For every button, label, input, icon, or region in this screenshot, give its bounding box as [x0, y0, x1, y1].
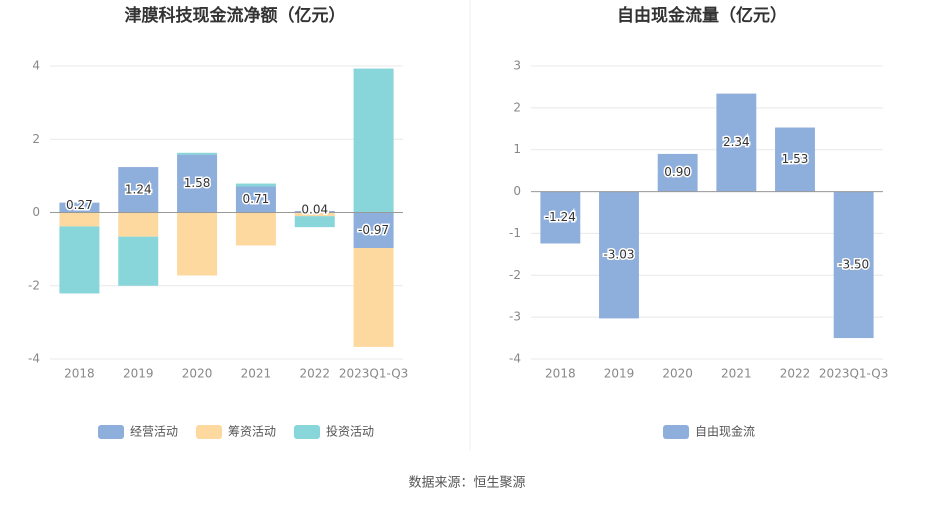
- legend-label: 经营活动: [130, 425, 178, 439]
- value-label: 0.90: [664, 165, 691, 179]
- bar: [775, 127, 815, 192]
- bar: [353, 68, 394, 213]
- y-tick-label: -2: [509, 268, 521, 282]
- bar: [59, 212, 100, 227]
- chart-title: 自由现金流量（亿元）: [617, 5, 787, 26]
- bar: [235, 186, 276, 213]
- legend-label: 筹资活动: [228, 425, 276, 439]
- legend-swatch: [196, 425, 222, 439]
- value-label: 0.71: [243, 192, 270, 206]
- legend-swatch: [294, 425, 320, 439]
- x-tick-label: 2018: [64, 367, 95, 381]
- legend-label: 投资活动: [326, 424, 374, 439]
- value-label: 2.34: [723, 135, 750, 149]
- bar: [294, 216, 335, 228]
- bar: [118, 212, 159, 237]
- value-label: 1.53: [782, 152, 809, 166]
- bar: [118, 236, 159, 286]
- value-label: -1.24: [545, 210, 576, 224]
- x-tick-label: 2019: [604, 367, 635, 381]
- value-label: 1.58: [184, 176, 211, 190]
- value-label: -3.50: [838, 257, 869, 271]
- y-tick-label: -4: [28, 352, 40, 366]
- y-tick-label: -3: [509, 310, 521, 324]
- bar: [353, 212, 394, 249]
- bar: [177, 152, 218, 155]
- y-tick-label: 4: [32, 59, 40, 73]
- bar: [833, 191, 874, 339]
- x-tick-label: 2018: [545, 367, 576, 381]
- bar: [177, 212, 218, 276]
- bar: [235, 212, 276, 246]
- x-tick-label: 2022: [299, 367, 330, 381]
- bar: [235, 183, 276, 187]
- value-label: -3.03: [603, 247, 634, 261]
- bar: [59, 202, 100, 213]
- bar: [118, 167, 159, 213]
- source: 数据来源：恒生聚源: [408, 476, 525, 491]
- x-tick-label: 2019: [123, 367, 154, 381]
- legend-swatch: [98, 425, 124, 439]
- y-tick-label: -1: [509, 226, 521, 240]
- bar: [59, 226, 100, 294]
- bar: [716, 93, 757, 192]
- x-tick-label: 2023Q1-Q3: [339, 367, 408, 381]
- legend-swatch: [663, 425, 689, 439]
- y-tick-label: 0: [32, 205, 40, 219]
- y-tick-label: 3: [513, 59, 521, 73]
- chart-title: 津膜科技现金流净额（亿元）: [125, 5, 346, 26]
- x-tick-label: 2022: [780, 367, 811, 381]
- bar: [294, 212, 335, 217]
- value-label: -0.97: [358, 223, 389, 237]
- y-tick-label: -4: [509, 352, 521, 366]
- y-tick-label: 2: [513, 100, 521, 114]
- x-tick-label: 2020: [182, 367, 213, 381]
- y-tick-label: -2: [28, 278, 40, 292]
- value-label: 0.04: [301, 202, 328, 216]
- x-tick-label: 2023Q1-Q3: [819, 367, 888, 381]
- x-tick-label: 2021: [241, 367, 272, 381]
- value-label: 0.27: [66, 198, 93, 212]
- bar: [540, 191, 581, 244]
- y-tick-label: 0: [513, 184, 521, 198]
- bar: [657, 153, 698, 192]
- bar: [599, 191, 639, 319]
- legend-label: 自由现金流: [695, 424, 755, 439]
- x-tick-label: 2020: [662, 367, 693, 381]
- y-tick-label: 2: [32, 132, 40, 146]
- value-label: 1.24: [125, 182, 152, 196]
- y-tick-label: 1: [513, 142, 521, 156]
- bar: [177, 154, 218, 213]
- bar: [353, 248, 394, 347]
- bar: [294, 211, 335, 213]
- x-tick-label: 2021: [721, 367, 752, 381]
